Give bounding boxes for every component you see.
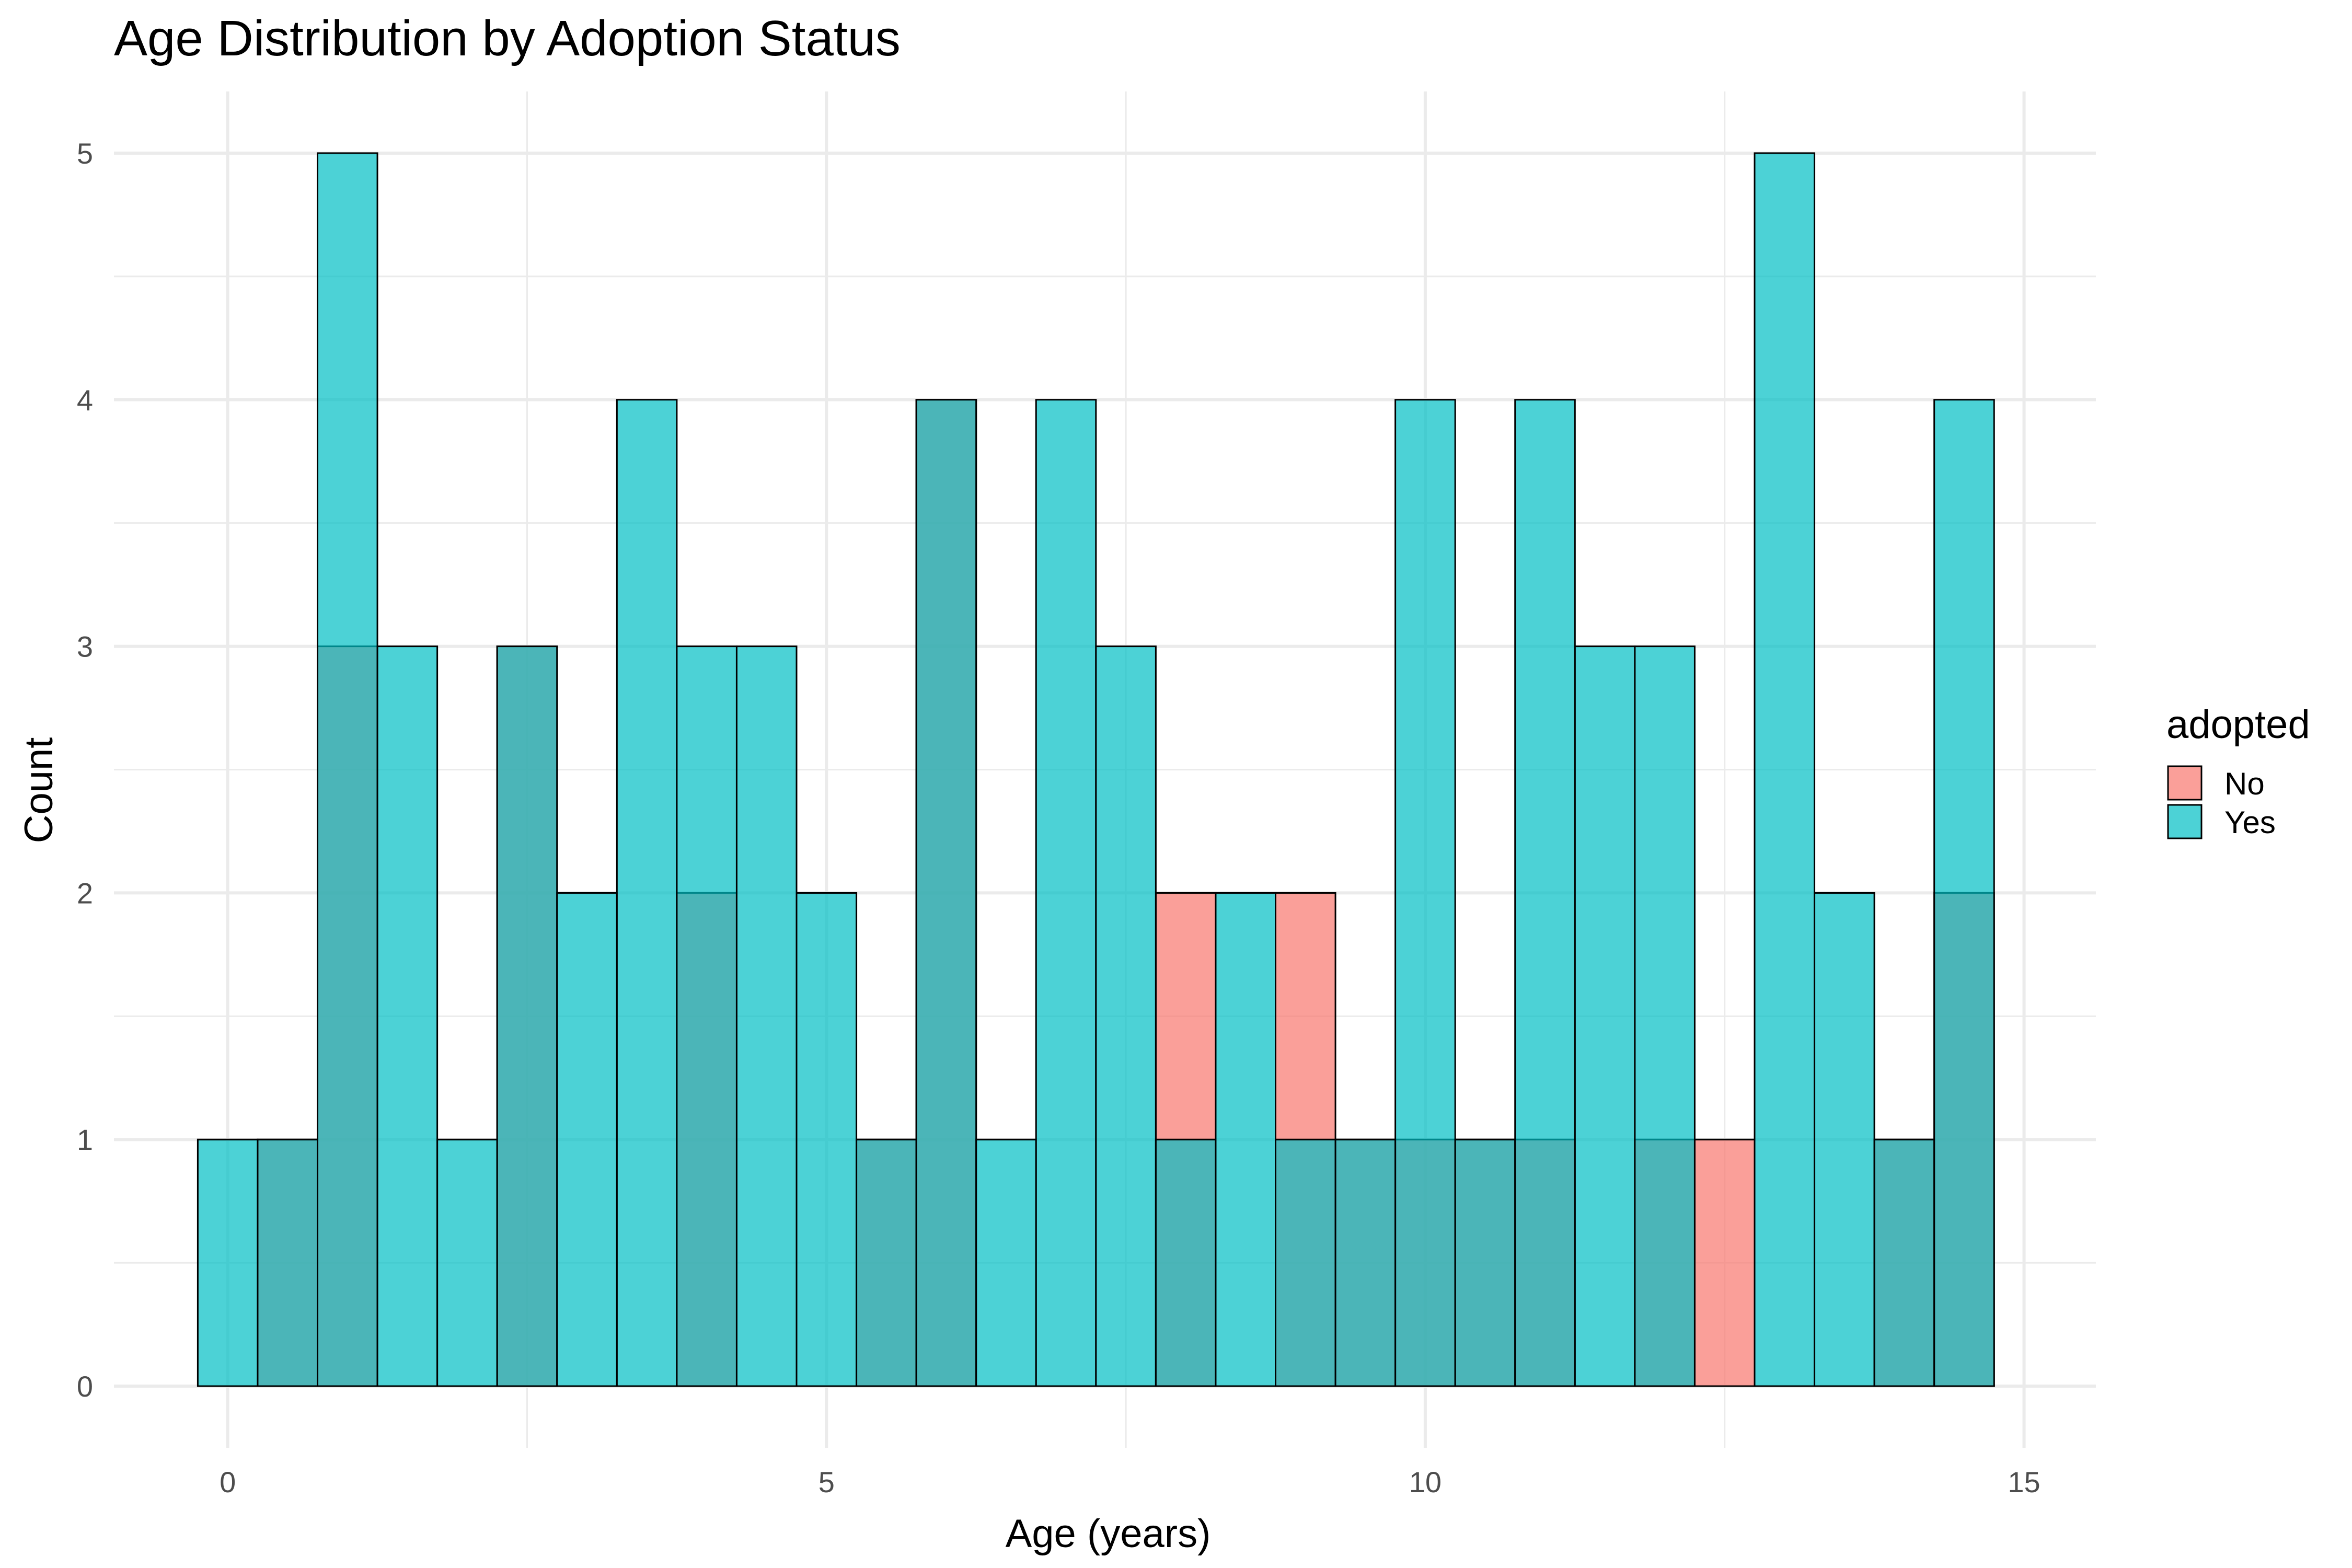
y-tick-label: 1 — [77, 1123, 93, 1156]
y-tick-label: 4 — [77, 384, 93, 417]
bar-yes — [197, 1138, 259, 1387]
bar-yes — [915, 399, 977, 1387]
bar-yes — [1574, 645, 1636, 1387]
bar-yes — [735, 645, 798, 1387]
bar-yes — [317, 152, 378, 1387]
bar-yes — [1394, 399, 1456, 1387]
bar-yes — [676, 645, 737, 1387]
y-tick-label: 2 — [77, 877, 93, 909]
bar-yes — [795, 892, 858, 1387]
bar-yes — [1035, 399, 1097, 1387]
x-tick-label: 15 — [2008, 1466, 2040, 1498]
series-yes-bars — [197, 152, 1995, 1387]
bar-yes — [1275, 1138, 1336, 1387]
y-tick-label: 3 — [77, 630, 93, 663]
legend: adopted No Yes — [2166, 702, 2310, 840]
bar-yes — [1634, 645, 1696, 1387]
legend-label-yes: Yes — [2224, 805, 2276, 840]
bar-yes — [436, 1138, 498, 1387]
bar-yes — [1754, 152, 1816, 1387]
bar-yes — [1334, 1138, 1397, 1387]
bar-no — [1693, 1138, 1756, 1387]
legend-key-no — [2167, 765, 2203, 801]
chart-title: Age Distribution by Adoption Status — [114, 10, 901, 66]
bar-yes — [1814, 892, 1875, 1387]
legend-label-no: No — [2224, 766, 2265, 801]
x-tick-label: 0 — [220, 1466, 236, 1498]
bar-yes — [496, 645, 558, 1387]
x-axis-title: Age (years) — [1006, 1512, 1211, 1556]
y-axis-ticks: 0 1 2 3 4 5 — [77, 137, 93, 1403]
x-axis-ticks: 0 5 10 15 — [220, 1466, 2040, 1498]
bar-yes — [1933, 399, 1995, 1387]
bar-yes — [975, 1138, 1037, 1387]
y-tick-label: 5 — [77, 137, 93, 170]
y-tick-label: 0 — [77, 1370, 93, 1403]
y-axis-title: Count — [17, 737, 61, 844]
bar-yes — [1215, 892, 1277, 1387]
legend-title: adopted — [2166, 702, 2310, 747]
bar-yes — [1155, 1138, 1217, 1387]
legend-key-yes — [2167, 804, 2203, 839]
bar-yes — [1873, 1138, 1935, 1387]
bar-yes — [257, 1138, 319, 1387]
bar-yes — [1514, 399, 1576, 1387]
x-tick-label: 10 — [1409, 1466, 1442, 1498]
bar-yes — [856, 1138, 917, 1387]
bar-yes — [1454, 1138, 1516, 1387]
bar-yes — [376, 645, 439, 1387]
bar-yes — [616, 399, 678, 1387]
x-tick-label: 5 — [818, 1466, 835, 1498]
bar-yes — [556, 892, 618, 1387]
bar-yes — [1095, 645, 1157, 1387]
